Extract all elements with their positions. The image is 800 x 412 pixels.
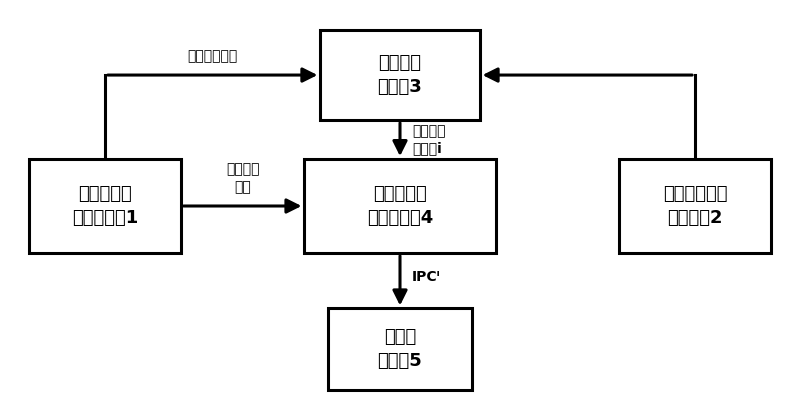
FancyBboxPatch shape — [328, 308, 472, 390]
FancyBboxPatch shape — [30, 159, 181, 253]
Text: 规划综合成
本计算模块4: 规划综合成 本计算模块4 — [367, 185, 433, 227]
Text: 基础规划
数据: 基础规划 数据 — [226, 162, 259, 194]
Text: 方案比
选模块5: 方案比 选模块5 — [378, 328, 422, 370]
Text: 通过校核
的方案i: 通过校核 的方案i — [412, 124, 446, 155]
FancyBboxPatch shape — [320, 30, 480, 120]
Text: 可行性校
核模块3: 可行性校 核模块3 — [378, 54, 422, 96]
Text: 基础规划数据: 基础规划数据 — [187, 49, 238, 63]
Text: IPCᴵ: IPCᴵ — [412, 269, 441, 283]
FancyBboxPatch shape — [619, 159, 770, 253]
FancyBboxPatch shape — [304, 159, 496, 253]
Text: 基础规划数
据采集模块1: 基础规划数 据采集模块1 — [72, 185, 138, 227]
Text: 电网规划方案
输入模块2: 电网规划方案 输入模块2 — [662, 185, 727, 227]
